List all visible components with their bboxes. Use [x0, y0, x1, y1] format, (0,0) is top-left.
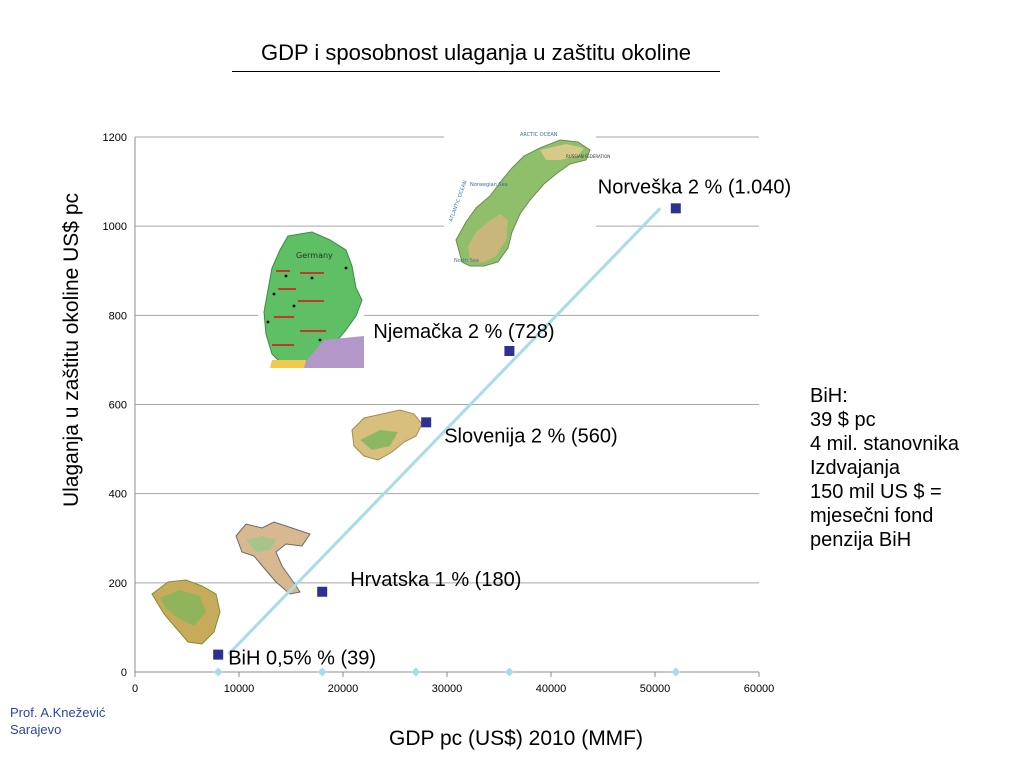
slide-title: GDP i sposobnost ulaganja u zaštitu okol…	[260, 40, 692, 65]
side-note-line: Izdvajanja	[810, 457, 901, 479]
baseline-marker	[317, 667, 327, 677]
germany-map-label: Germany	[296, 251, 333, 260]
norway-map-label-russia: RUSSIAN FEDERATION	[566, 154, 610, 159]
x-tick-label: 40000	[536, 683, 567, 695]
norway-map-label-arctic: ARCTIC OCEAN	[520, 132, 558, 138]
x-tick-label: 60000	[744, 683, 775, 695]
side-note-line: 150 mil US $ =	[810, 481, 942, 503]
x-tick-label: 20000	[328, 683, 359, 695]
croatia-map-image	[235, 521, 311, 595]
data-point-label: Hrvatska 1 % (180)	[350, 569, 521, 591]
y-tick-label: 400	[109, 489, 127, 501]
data-point	[504, 346, 515, 356]
y-tick-label: 1200	[103, 132, 127, 144]
footer-author: Prof. A.Knežević	[10, 705, 106, 720]
trend-line	[227, 207, 662, 656]
author-footer: Prof. A.Knežević Sarajevo	[10, 704, 105, 738]
norway-map-label-norwegian-sea: Norwegian Sea	[470, 182, 508, 188]
x-tick-label: 0	[132, 683, 138, 695]
x-tick-label: 10000	[224, 683, 255, 695]
data-series: BiH 0,5% % (39) Hrvatska 1 % (180) Sloveni…	[213, 176, 791, 677]
x-tick-label: 50000	[640, 683, 671, 695]
baseline-marker	[671, 667, 681, 677]
x-tick-label: 30000	[432, 683, 463, 695]
side-note-line: BiH:	[810, 385, 848, 407]
y-tick-label: 0	[121, 667, 127, 679]
data-point	[213, 649, 224, 660]
axes: 0 200 400 600 800 1000 1200 0 10000 20000 30000 400…	[103, 132, 775, 695]
bih-side-note: BiH: 39 $ pc 4 mil. stanovnika Izdvajanj…	[810, 384, 1020, 552]
slovenia-map-image	[351, 409, 423, 461]
data-point-label: Njemačka 2 % (728)	[373, 321, 554, 343]
baseline-marker	[213, 667, 223, 677]
data-point	[670, 203, 681, 214]
y-tick-label: 1000	[103, 221, 127, 233]
map-images: ARCTIC OCEAN Norwegian Sea ATLANTIC OCEA…	[151, 128, 610, 645]
baseline-marker	[411, 667, 421, 677]
title-underline	[232, 71, 720, 72]
side-note-line: penzija BiH	[810, 529, 912, 551]
norway-map-image: ARCTIC OCEAN Norwegian Sea ATLANTIC OCEA…	[444, 128, 610, 270]
data-point	[317, 586, 328, 597]
y-tick-label: 800	[109, 310, 127, 322]
baseline-marker	[504, 667, 514, 677]
side-note-line: 39 $ pc	[810, 409, 876, 431]
footer-city: Sarajevo	[10, 722, 62, 737]
y-axis-title: Ulaganja u zaštitu okoline US$ pc	[60, 193, 83, 508]
y-tick-label: 200	[109, 578, 127, 590]
germany-map-image: Germany	[258, 228, 364, 368]
side-note-line: mjesečni fond	[810, 505, 934, 527]
bih-map-image	[151, 579, 221, 645]
data-point-label: BiH 0,5% % (39)	[228, 648, 376, 670]
data-point-label: Slovenija 2 % (560)	[444, 425, 617, 447]
data-point-label: Norveška 2 % (1.040)	[598, 176, 791, 198]
side-note-line: 4 mil. stanovnika	[810, 433, 959, 455]
y-tick-label: 600	[109, 400, 127, 412]
x-axis-title: GDP pc (US$) 2010 (MMF)	[389, 727, 643, 750]
norway-map-label-north-sea: North Sea	[454, 258, 479, 264]
data-point	[421, 417, 432, 428]
